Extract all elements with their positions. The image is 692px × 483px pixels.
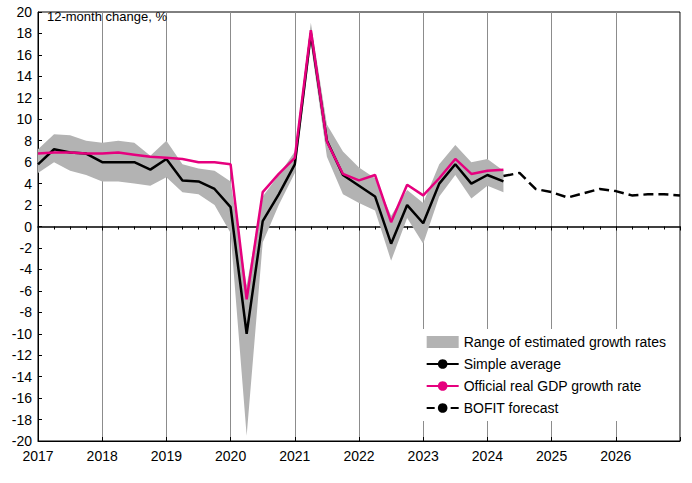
svg-text:Official real GDP growth rate: Official real GDP growth rate — [464, 378, 642, 394]
svg-text:-6: -6 — [20, 283, 33, 299]
svg-text:-2: -2 — [20, 240, 33, 256]
svg-text:2019: 2019 — [151, 448, 182, 464]
svg-text:8: 8 — [24, 133, 32, 149]
svg-text:6: 6 — [24, 154, 32, 170]
svg-text:2024: 2024 — [472, 448, 503, 464]
svg-text:-8: -8 — [20, 304, 33, 320]
svg-text:2022: 2022 — [343, 448, 374, 464]
svg-text:2026: 2026 — [600, 448, 631, 464]
svg-text:2021: 2021 — [279, 448, 310, 464]
svg-text:2020: 2020 — [215, 448, 246, 464]
svg-text:-10: -10 — [12, 326, 32, 342]
svg-text:-14: -14 — [12, 369, 32, 385]
svg-text:-18: -18 — [12, 412, 32, 428]
svg-text:12: 12 — [16, 90, 32, 106]
svg-text:12-month change, %: 12-month change, % — [47, 9, 167, 24]
svg-text:2018: 2018 — [87, 448, 118, 464]
svg-text:Simple average: Simple average — [464, 356, 561, 372]
svg-text:20: 20 — [16, 4, 32, 20]
svg-text:-20: -20 — [12, 433, 32, 449]
svg-text:0: 0 — [24, 219, 32, 235]
svg-text:2025: 2025 — [536, 448, 567, 464]
svg-text:4: 4 — [24, 176, 32, 192]
svg-text:14: 14 — [16, 68, 32, 84]
svg-text:BOFIT forecast: BOFIT forecast — [464, 400, 559, 416]
svg-text:10: 10 — [16, 111, 32, 127]
svg-text:2017: 2017 — [22, 448, 53, 464]
svg-text:18: 18 — [16, 25, 32, 41]
svg-text:2: 2 — [24, 197, 32, 213]
svg-text:-12: -12 — [12, 347, 32, 363]
svg-text:-4: -4 — [20, 261, 33, 277]
svg-text:2023: 2023 — [408, 448, 439, 464]
svg-text:16: 16 — [16, 47, 32, 63]
svg-text:Range of estimated growth rate: Range of estimated growth rates — [464, 334, 666, 350]
svg-text:-16: -16 — [12, 390, 32, 406]
